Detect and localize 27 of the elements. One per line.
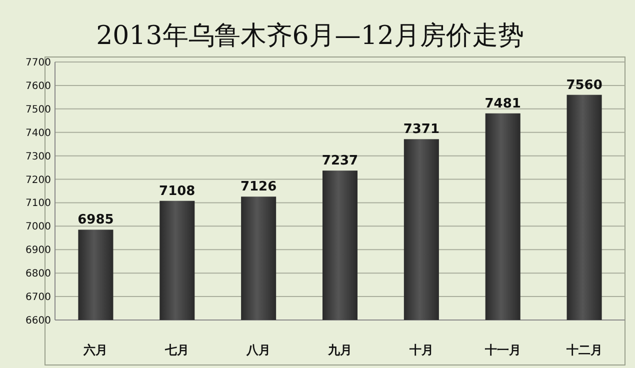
y-tick-label: 6700: [26, 292, 51, 304]
y-tick-label: 7000: [26, 222, 51, 233]
data-label: 7371: [403, 122, 440, 138]
data-label: 7237: [322, 154, 358, 169]
y-tick-label: 7600: [26, 80, 51, 92]
data-label: 7560: [566, 78, 602, 93]
data-label: 7126: [240, 180, 277, 195]
x-tick-label: 七月: [164, 343, 190, 357]
data-label: 7108: [159, 184, 196, 199]
x-tick-label: 九月: [327, 343, 352, 357]
data-label: 6985: [78, 212, 114, 228]
y-tick-label: 7400: [26, 128, 51, 139]
y-tick-label: 7500: [26, 104, 51, 116]
x-tick-label: 八月: [246, 343, 271, 357]
x-tick-label: 十一月: [484, 343, 521, 357]
y-tick-label: 7300: [26, 151, 51, 162]
y-tick-label: 7200: [26, 174, 51, 186]
data-label: 7481: [484, 96, 521, 112]
chart-title: 2013年乌鲁木齐6月—12月房价走势: [96, 21, 524, 51]
y-tick-label: 7100: [26, 198, 51, 210]
x-tick-label: 十月: [408, 343, 434, 357]
x-tick-label: 十二月: [565, 343, 602, 357]
y-tick-label: 6800: [26, 268, 51, 280]
y-tick-label: 6900: [26, 245, 51, 256]
y-tick-label: 7700: [26, 58, 51, 68]
x-tick-label: 六月: [82, 343, 108, 357]
y-tick-label: 6600: [26, 316, 51, 326]
